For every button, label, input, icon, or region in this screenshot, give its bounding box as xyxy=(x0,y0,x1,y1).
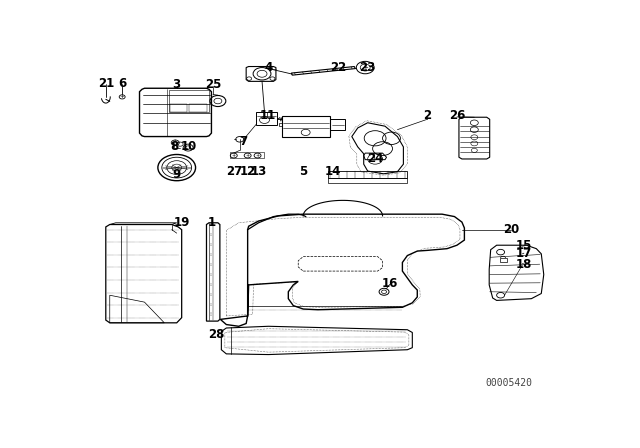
Text: 15: 15 xyxy=(516,239,532,252)
Text: 3: 3 xyxy=(173,78,180,91)
Text: +: + xyxy=(255,153,260,158)
Text: 26: 26 xyxy=(449,109,465,122)
Text: 2: 2 xyxy=(423,109,431,122)
Text: +: + xyxy=(246,153,250,158)
Text: 00005420: 00005420 xyxy=(486,378,532,388)
Text: 6: 6 xyxy=(118,77,126,90)
Text: 23: 23 xyxy=(360,61,376,74)
Text: 28: 28 xyxy=(208,328,225,341)
Text: 7: 7 xyxy=(239,135,248,148)
Text: 10: 10 xyxy=(181,140,197,153)
Text: 21: 21 xyxy=(98,77,114,90)
Text: 17: 17 xyxy=(516,247,532,260)
Text: 4: 4 xyxy=(264,61,273,74)
Text: 18: 18 xyxy=(516,258,532,271)
Text: +: + xyxy=(120,95,125,99)
Text: 11: 11 xyxy=(259,109,276,122)
Text: 14: 14 xyxy=(324,164,341,177)
Text: 16: 16 xyxy=(382,277,398,290)
Text: 9: 9 xyxy=(173,168,181,181)
Text: 5: 5 xyxy=(299,164,307,177)
Text: 22: 22 xyxy=(330,61,346,74)
Text: 24: 24 xyxy=(367,152,383,165)
Text: 27: 27 xyxy=(226,164,242,177)
Text: 13: 13 xyxy=(250,164,267,177)
Text: 19: 19 xyxy=(173,216,190,229)
Text: 20: 20 xyxy=(504,223,520,236)
Text: 1: 1 xyxy=(207,216,216,229)
Text: +: + xyxy=(362,65,368,70)
Text: 12: 12 xyxy=(239,164,256,177)
Text: 25: 25 xyxy=(205,78,221,91)
Text: +: + xyxy=(232,153,236,158)
Text: 8: 8 xyxy=(170,140,179,153)
